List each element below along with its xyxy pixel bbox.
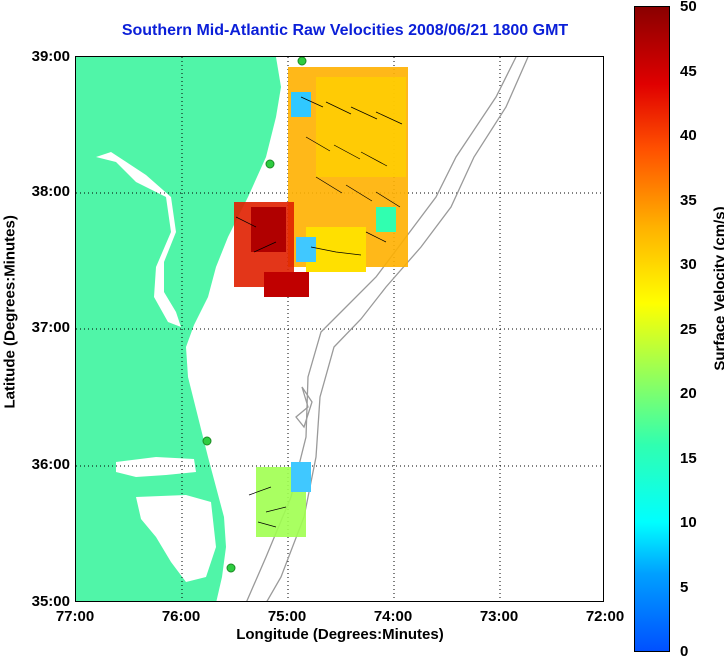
- colorbar-tick: 40: [680, 127, 710, 144]
- colorbar-tick: 5: [680, 579, 710, 596]
- colorbar-tick: 10: [680, 514, 710, 531]
- map-canvas: [76, 57, 604, 602]
- y-tick: 38:00: [18, 183, 70, 200]
- x-tick: 74:00: [363, 608, 423, 625]
- station-marker: [298, 57, 306, 65]
- colorbar-tick: 35: [680, 192, 710, 209]
- station-marker: [203, 437, 211, 445]
- y-tick: 37:00: [18, 319, 70, 336]
- colorbar: [634, 6, 670, 652]
- colorbar-tick: 20: [680, 385, 710, 402]
- x-tick: 76:00: [151, 608, 211, 625]
- station-marker: [227, 564, 235, 572]
- y-tick: 39:00: [18, 48, 70, 65]
- colorbar-tick: 30: [680, 256, 710, 273]
- x-tick: 75:00: [257, 608, 317, 625]
- x-axis-label: Longitude (Degrees:Minutes): [200, 626, 480, 643]
- velocity-field-south: [256, 462, 311, 537]
- colorbar-tick: 50: [680, 0, 710, 15]
- map-title: Southern Mid-Atlantic Raw Velocities 200…: [60, 22, 630, 40]
- x-tick: 72:00: [575, 608, 635, 625]
- colorbar-tick: 25: [680, 321, 710, 338]
- station-marker: [266, 160, 274, 168]
- y-axis-label: Latitude (Degrees:Minutes): [2, 249, 19, 409]
- colorbar-tick: 15: [680, 450, 710, 467]
- colorbar-label: Surface Velocity (cm/s): [712, 189, 724, 389]
- y-tick: 36:00: [18, 456, 70, 473]
- x-tick: 73:00: [469, 608, 529, 625]
- map-plot-area: [75, 56, 604, 602]
- colorbar-tick: 45: [680, 63, 710, 80]
- colorbar-tick: 0: [680, 643, 710, 660]
- x-tick: 77:00: [45, 608, 105, 625]
